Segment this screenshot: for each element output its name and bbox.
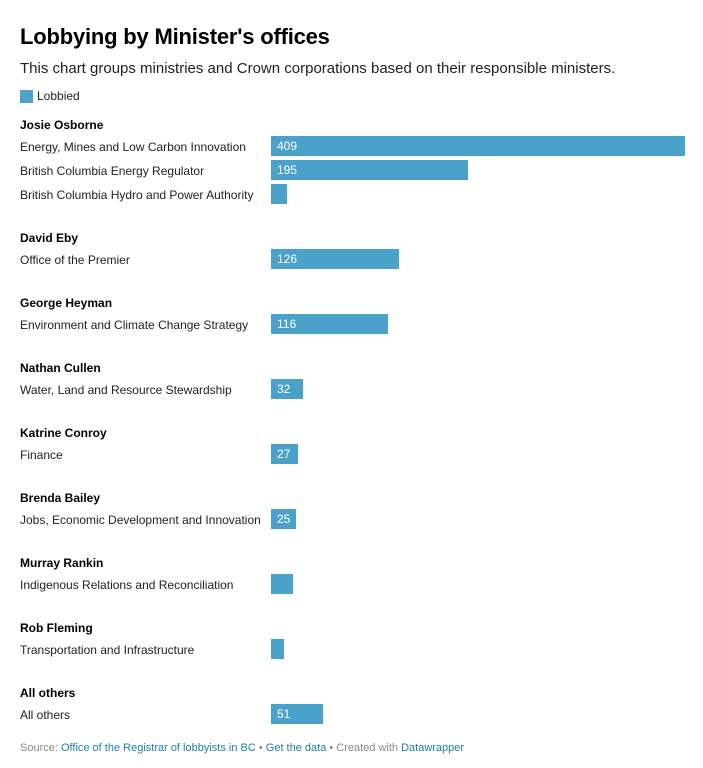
bar [271, 639, 285, 659]
bar: 27 [271, 444, 299, 464]
bar-value-label: 116 [277, 317, 297, 331]
row-label: Finance [20, 448, 63, 462]
group-label: David Eby [20, 231, 79, 245]
bar: 51 [271, 704, 323, 724]
bar-chart: Josie Osborne Energy, Mines and Low Carbo… [20, 118, 685, 724]
row-label: Office of the Premier [20, 253, 130, 267]
chart-subtitle: This chart groups ministries and Crown c… [20, 60, 616, 77]
row-label: Transportation and Infrastructure [20, 643, 195, 657]
group-label: Murray Rankin [20, 556, 104, 570]
legend: Lobbied [20, 89, 80, 103]
bar-value-label: 32 [277, 382, 291, 396]
row-label: Jobs, Economic Development and Innovatio… [20, 513, 261, 527]
bar-value-label: 126 [277, 252, 298, 266]
bar: 409 [271, 136, 685, 156]
bar: 116 [271, 314, 389, 334]
row-label: Water, Land and Resource Stewardship [20, 383, 232, 397]
bar: 25 [271, 509, 297, 529]
legend-swatch [20, 89, 33, 103]
get-data-link[interactable]: Get the data [265, 742, 327, 754]
bar-value-label: 51 [277, 707, 291, 721]
datawrapper-link[interactable]: Datawrapper [401, 742, 465, 754]
legend-label: Lobbied [37, 89, 80, 103]
group-label: Katrine Conroy [20, 426, 107, 440]
created-with-prefix: • Created with [326, 742, 402, 754]
chart-title: Lobbying by Minister's offices [20, 24, 330, 49]
row-label: All others [20, 708, 71, 722]
bar-value-label: 25 [277, 512, 291, 526]
bar-value-label: 27 [277, 447, 291, 461]
footer: Source: Office of the Registrar of lobby… [20, 742, 464, 754]
row-label: British Columbia Hydro and Power Authori… [20, 188, 254, 202]
row-label: Energy, Mines and Low Carbon Innovation [20, 140, 246, 154]
bar [271, 574, 294, 594]
footer-separator: • [255, 742, 266, 754]
source-link[interactable]: Office of the Registrar of lobbyists in … [60, 742, 256, 754]
bar: 32 [271, 379, 304, 399]
group-label: Nathan Cullen [20, 361, 101, 375]
group-label: Brenda Bailey [20, 491, 101, 505]
source-prefix: Source: [20, 742, 61, 754]
row-label: Indigenous Relations and Reconciliation [20, 578, 234, 592]
group-label: Josie Osborne [20, 118, 104, 132]
bar: 126 [271, 249, 399, 269]
bar-value-label: 409 [277, 139, 298, 153]
group-label: All others [20, 686, 76, 700]
bar [271, 184, 288, 204]
row-label: Environment and Climate Change Strategy [20, 318, 249, 332]
group-label: Rob Fleming [20, 621, 93, 635]
row-label: British Columbia Energy Regulator [20, 164, 205, 178]
group-label: George Heyman [20, 296, 113, 310]
bar-value-label: 195 [277, 163, 298, 177]
bar: 195 [271, 160, 469, 180]
